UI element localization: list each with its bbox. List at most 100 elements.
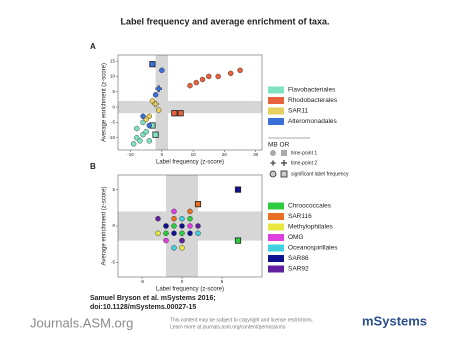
- point: [163, 230, 169, 236]
- notice: Learn more at journals.asm.org/content/p…: [170, 324, 286, 330]
- point: [155, 216, 161, 222]
- point: [149, 61, 156, 68]
- point: [179, 230, 185, 236]
- legend-swatch: [268, 265, 284, 273]
- point: [149, 98, 156, 104]
- point: [234, 186, 242, 193]
- key-sig-circle: [269, 170, 277, 178]
- x-tick-label: 30: [253, 152, 259, 157]
- point: [195, 230, 201, 236]
- marker-key: [268, 137, 310, 178]
- key-circle: [270, 150, 276, 156]
- legend-swatch: [268, 86, 284, 94]
- legend-swatch: [268, 234, 284, 241]
- point: [193, 79, 199, 86]
- point: [171, 110, 178, 117]
- legend-swatch: [268, 213, 284, 220]
- y-tick-label: -5: [111, 120, 115, 125]
- legend-label: Flavobacteriales: [288, 87, 336, 94]
- legend-label: Methylophilales: [288, 224, 334, 231]
- point: [179, 245, 185, 251]
- marker-key-title: MB OR: [268, 142, 290, 149]
- point: [194, 201, 202, 208]
- point: [171, 208, 177, 215]
- marker-key-label: significant label frequency: [291, 171, 349, 177]
- point: [171, 216, 177, 222]
- point: [199, 76, 206, 83]
- key-cross: [270, 160, 287, 166]
- point: [171, 223, 177, 229]
- legend-label: Chroococcales: [288, 203, 332, 210]
- point: [159, 67, 165, 74]
- citation: doi:10.1128/mSystems.00027-15: [90, 304, 196, 311]
- point: [179, 216, 185, 222]
- point: [137, 138, 143, 144]
- point: [155, 230, 161, 236]
- point: [215, 73, 221, 80]
- y-tick-label: 5: [112, 187, 115, 192]
- point: [206, 73, 212, 80]
- point: [227, 70, 234, 77]
- y-tick-label: 0: [112, 104, 115, 109]
- point: [179, 223, 185, 229]
- point: [152, 92, 159, 98]
- legend-label: SAR86: [288, 255, 309, 262]
- point: [187, 223, 193, 229]
- legend-swatch: [268, 244, 284, 252]
- panel-label: B: [90, 162, 96, 171]
- citation: Samuel Bryson et al. mSystems 2016;: [90, 295, 216, 302]
- legend-swatch: [268, 118, 284, 125]
- x-tick-label: 0: [161, 152, 164, 157]
- figure-title: Label frequency and average enrichment o…: [120, 16, 329, 26]
- x-tick-label: 10: [191, 152, 197, 157]
- legend-swatch: [268, 255, 284, 262]
- point: [155, 85, 162, 92]
- point: [146, 138, 153, 144]
- notice: This content may be subject to copyright…: [170, 317, 313, 323]
- x-tick-label: 20: [222, 152, 228, 157]
- point: [171, 230, 177, 236]
- marker-key-label: time-point 1: [291, 150, 317, 156]
- marker-key-label: time-point 2: [291, 160, 317, 166]
- plot-frame: [117, 54, 263, 151]
- point: [187, 230, 193, 236]
- legend-label: SAR116: [288, 213, 312, 220]
- y-tick-label: -10: [108, 135, 115, 140]
- point: [134, 125, 140, 132]
- point: [179, 237, 185, 244]
- point: [171, 245, 177, 251]
- panel-label: A: [90, 42, 96, 51]
- point: [130, 141, 137, 147]
- publisher-logo: Journals.ASM.org: [30, 315, 133, 330]
- point: [237, 67, 243, 74]
- point: [143, 128, 149, 135]
- legend-label: Rhodobacterales: [288, 97, 338, 104]
- point: [234, 237, 242, 244]
- y-tick-label: -5: [111, 260, 115, 265]
- y-axis-title: Average enrichment (z-score): [102, 63, 108, 142]
- point: [177, 110, 184, 117]
- x-tick-label: -10: [127, 152, 134, 157]
- y-tick-label: 0: [112, 223, 115, 228]
- point: [163, 237, 169, 244]
- point: [155, 107, 162, 113]
- journal-logo: mSystems: [362, 313, 427, 328]
- point: [152, 131, 159, 138]
- x-axis-title: Label frequency (z-score): [156, 287, 224, 293]
- legend-label: Alteromonadales: [288, 118, 338, 125]
- y-tick-label: 10: [110, 74, 116, 79]
- point: [163, 223, 169, 229]
- band: [118, 100, 262, 114]
- point: [187, 216, 193, 222]
- point: [195, 223, 201, 229]
- point: [140, 113, 146, 119]
- point: [187, 208, 193, 215]
- key-square: [281, 150, 287, 156]
- point: [187, 82, 193, 89]
- x-axis-title: Label frequency (z-score): [156, 160, 224, 166]
- legend-label: Oceanospirillales: [288, 245, 338, 252]
- y-axis-title: Average enrichment (z-score): [102, 187, 108, 266]
- legend-label: SAR92: [288, 266, 309, 273]
- legend-swatch: [268, 202, 284, 210]
